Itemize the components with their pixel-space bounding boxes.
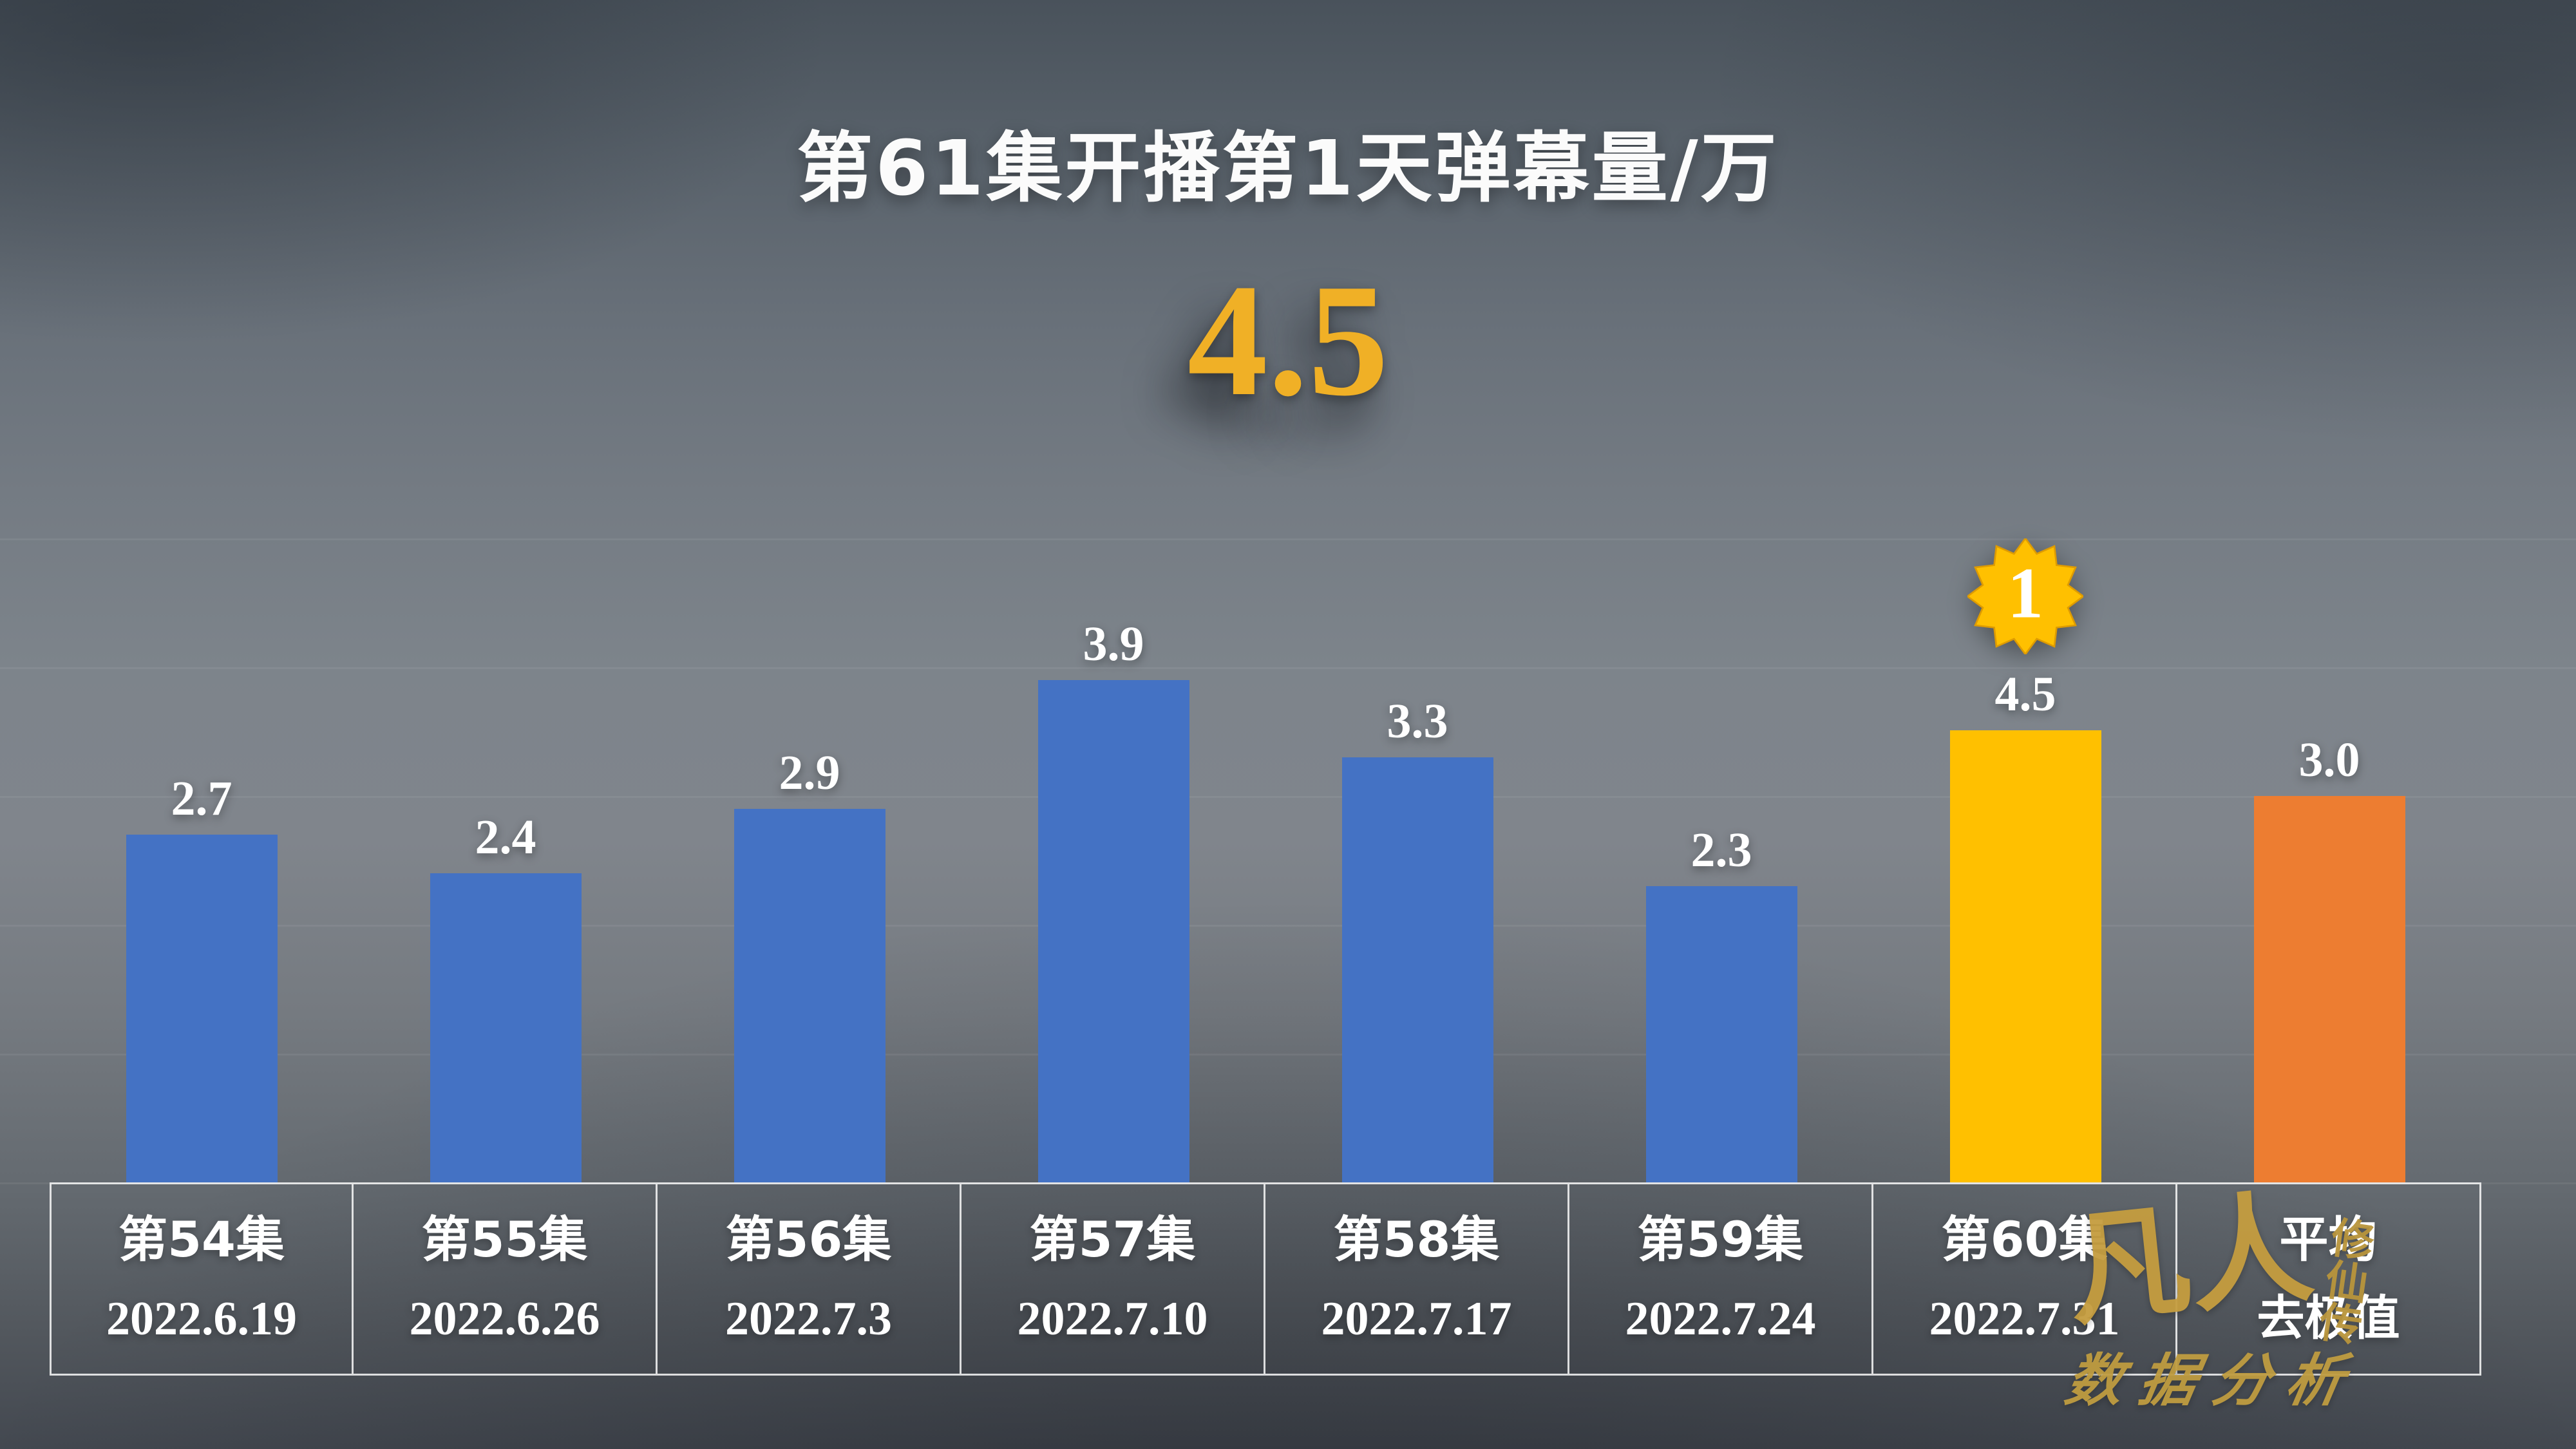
date-label: 2022.6.19 — [106, 1293, 297, 1345]
episode-label: 平均 — [2279, 1211, 2378, 1268]
bar-8 — [2253, 796, 2405, 1182]
bar-area: 2.4 — [354, 538, 658, 1182]
date-label: 2022.7.24 — [1625, 1293, 1816, 1345]
chart-column-1: 2.7 第54集 2022.6.19 — [50, 538, 354, 1376]
chart-column-7: 1 4.5 第60集 2022.7.31 — [1873, 538, 2177, 1376]
chart-column-5: 3.3 第58集 2022.7.17 — [1265, 538, 1569, 1376]
bar-area: 3.3 — [1265, 538, 1569, 1182]
date-label: 2022.7.31 — [1929, 1293, 2120, 1345]
chart-column-6: 2.3 第59集 2022.7.24 — [1569, 538, 1873, 1376]
chart-title: 第61集开播第1天弹幕量/万 — [797, 124, 1779, 213]
x-axis-label-cell: 第57集 2022.7.10 — [961, 1182, 1265, 1376]
episode-label: 第59集 — [1637, 1211, 1804, 1268]
date-label: 去极值 — [2257, 1293, 2400, 1345]
chart-column-4: 3.9 第57集 2022.7.10 — [961, 538, 1265, 1376]
x-axis-label-cell: 第56集 2022.7.3 — [658, 1182, 961, 1376]
rank-1-badge: 1 — [1967, 538, 2083, 654]
chart-column-2: 2.4 第55集 2022.6.26 — [354, 538, 658, 1376]
x-axis-label-cell: 平均 去极值 — [2177, 1182, 2481, 1376]
bar-area: 2.7 — [50, 538, 354, 1182]
bar-7 — [1949, 730, 2101, 1182]
x-axis-label-cell: 第58集 2022.7.17 — [1265, 1182, 1569, 1376]
date-label: 2022.7.10 — [1017, 1293, 1208, 1345]
headline-value: 4.5 — [1187, 251, 1389, 430]
bar-value-label: 3.0 — [2298, 733, 2360, 787]
bar-6 — [1645, 886, 1797, 1182]
bar-value-label: 2.3 — [1690, 823, 1752, 877]
bar-2 — [430, 873, 582, 1182]
starburst-icon — [1967, 538, 2083, 654]
rank-number: 1 — [2007, 553, 2043, 634]
x-axis-label-cell: 第54集 2022.6.19 — [50, 1182, 354, 1376]
date-label: 2022.7.3 — [725, 1293, 892, 1345]
episode-label: 第58集 — [1333, 1211, 1500, 1268]
bar-4 — [1037, 680, 1189, 1182]
bar-area: 2.3 — [1569, 538, 1873, 1182]
bar-3 — [734, 809, 886, 1182]
date-label: 2022.7.17 — [1321, 1293, 1512, 1345]
bar-5 — [1341, 757, 1493, 1182]
bar-value-label: 2.7 — [171, 772, 232, 826]
x-axis-label-cell: 第55集 2022.6.26 — [354, 1182, 658, 1376]
chart-column-8: 3.0 平均去极值 — [2177, 538, 2481, 1376]
bar-value-label: 3.3 — [1387, 694, 1448, 748]
episode-label: 第60集 — [1941, 1211, 2108, 1268]
x-axis-label-cell: 第60集 2022.7.31 — [1873, 1182, 2177, 1376]
bar-value-label: 3.9 — [1083, 617, 1144, 671]
chart-column-3: 2.9 第56集 2022.7.3 — [658, 538, 961, 1376]
bar-value-label: 4.5 — [1994, 667, 2056, 721]
x-axis-label-cell: 第59集 2022.7.24 — [1569, 1182, 1873, 1376]
bar-area: 3.0 — [2177, 538, 2481, 1182]
bar-area: 3.9 — [961, 538, 1265, 1182]
bar-chart: 2.7 第54集 2022.6.19 2.4 第55集 2022.6.26 2.9 第56集 2… — [50, 538, 2481, 1376]
date-label: 2022.6.26 — [409, 1293, 600, 1345]
episode-label: 第56集 — [725, 1211, 892, 1268]
bar-1 — [126, 835, 278, 1182]
episode-label: 第55集 — [421, 1211, 588, 1268]
episode-label: 第54集 — [118, 1211, 285, 1268]
bar-value-label: 2.4 — [475, 810, 536, 864]
bar-area: 1 4.5 — [1873, 538, 2177, 1182]
bar-area: 2.9 — [658, 538, 961, 1182]
episode-label: 第57集 — [1029, 1211, 1196, 1268]
bar-value-label: 2.9 — [779, 746, 840, 800]
